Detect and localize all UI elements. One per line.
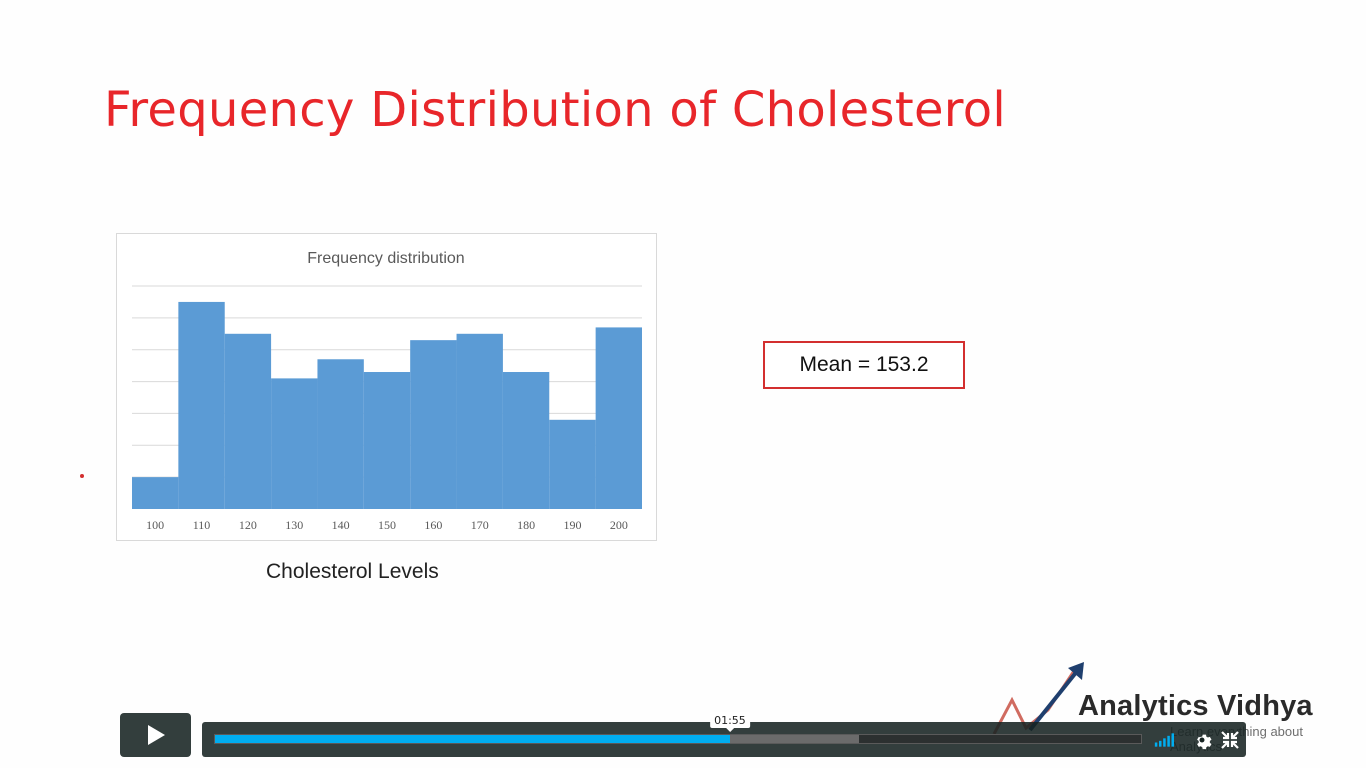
play-icon xyxy=(147,725,165,745)
volume-icon[interactable] xyxy=(1154,730,1174,750)
x-tick-label: 130 xyxy=(285,518,303,532)
x-tick-label: 120 xyxy=(239,518,257,532)
histogram-bar xyxy=(456,333,503,509)
x-tick-label: 170 xyxy=(471,518,489,532)
x-tick-label: 160 xyxy=(424,518,442,532)
histogram-bar xyxy=(502,372,550,509)
histogram-bar xyxy=(549,419,596,509)
settings-icon[interactable] xyxy=(1192,730,1212,750)
chart-title: Frequency distribution xyxy=(307,250,464,267)
slide-title: Frequency Distribution of Cholesterol xyxy=(104,82,1007,138)
histogram-bar xyxy=(317,359,364,509)
histogram-bar xyxy=(178,301,225,509)
played-indicator xyxy=(215,735,730,743)
progress-bar[interactable] xyxy=(214,734,1142,744)
histogram-bar xyxy=(363,372,411,509)
histogram-bar xyxy=(595,327,642,509)
histogram-chart: Frequency distribution 100 110 120 130 140 15… xyxy=(116,233,657,541)
histogram-bar xyxy=(271,378,318,509)
histogram-bar xyxy=(224,333,272,509)
x-axis-caption: Cholesterol Levels xyxy=(266,560,439,583)
bars xyxy=(132,301,642,509)
x-tick-labels: 100 110 120 130 140 150 160 170 180 190 200 xyxy=(146,518,628,532)
x-tick-label: 190 xyxy=(563,518,581,532)
current-time-tooltip: 01:55 xyxy=(710,712,750,732)
x-tick-label: 100 xyxy=(146,518,164,532)
x-tick-label: 200 xyxy=(610,518,628,532)
mean-label: Mean = 153.2 xyxy=(799,353,929,376)
play-button[interactable] xyxy=(120,713,191,757)
x-tick-label: 110 xyxy=(193,518,211,532)
histogram-bar xyxy=(132,477,179,509)
mean-annotation: Mean = 153.2 xyxy=(763,341,965,389)
laser-pointer-dot xyxy=(80,474,84,478)
chart-canvas: Frequency distribution 100 110 120 130 140 15… xyxy=(132,250,642,532)
video-control-bar xyxy=(202,722,1246,757)
fullscreen-icon[interactable] xyxy=(1220,730,1240,750)
x-tick-label: 140 xyxy=(332,518,350,532)
x-tick-label: 180 xyxy=(517,518,535,532)
logo-name: Analytics Vidhya xyxy=(1078,690,1313,722)
histogram-bar xyxy=(410,340,457,509)
x-tick-label: 150 xyxy=(378,518,396,532)
